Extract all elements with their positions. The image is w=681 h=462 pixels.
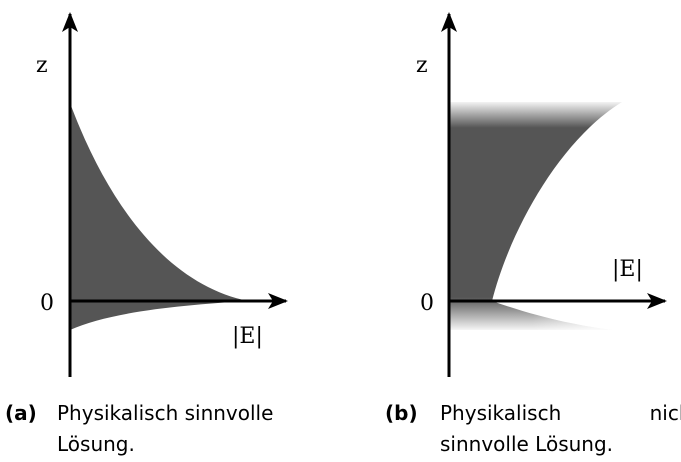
- origin-label: 0: [420, 291, 434, 316]
- field-shape: [70, 103, 248, 330]
- caption-line: Lösung.: [57, 432, 135, 456]
- y-axis-label: z: [416, 53, 428, 78]
- caption-label: (b): [385, 401, 418, 425]
- caption-line: Physikalisch sinnvolle: [57, 401, 273, 425]
- origin-label: 0: [40, 291, 54, 316]
- panel-a: z 0 |E| (a) Physikalisch sinnvolle Lösun…: [5, 12, 288, 456]
- x-axis-label: |E|: [232, 324, 263, 349]
- field-fade: [449, 301, 612, 330]
- caption-label: (a): [5, 401, 37, 425]
- caption-line: Physikalisch nicht: [440, 401, 681, 425]
- panel-b: z 0 |E| (b) Physikalisch nicht sinnvolle…: [385, 12, 681, 456]
- field-shape: [449, 102, 622, 330]
- x-axis-label: |E|: [612, 257, 643, 282]
- y-axis-label: z: [36, 53, 48, 78]
- caption-line: sinnvolle Lösung.: [440, 432, 613, 456]
